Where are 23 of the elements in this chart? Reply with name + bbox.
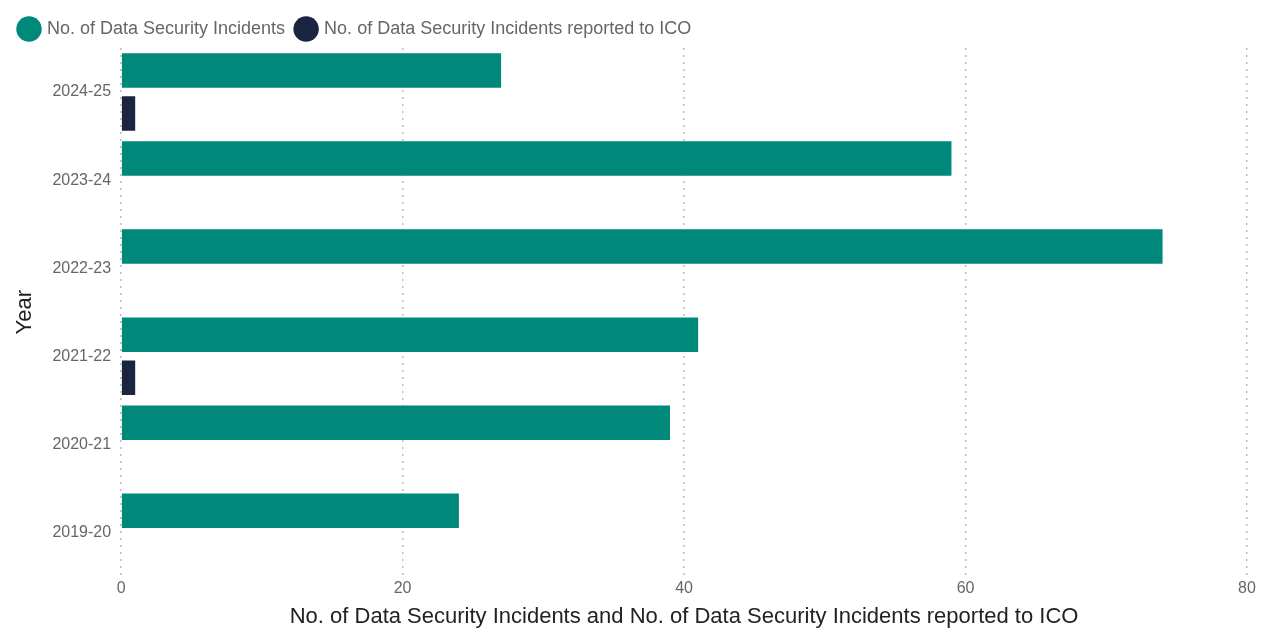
bar <box>121 53 502 88</box>
y-tick-label: 2019-20 <box>52 522 112 540</box>
y-tick-label: 2022-23 <box>52 258 112 276</box>
y-tick-label: 2023-24 <box>52 170 112 188</box>
y-tick-label: 2021-22 <box>52 346 112 364</box>
y-tick-label: 2020-21 <box>52 434 112 452</box>
bar <box>121 493 459 529</box>
bar <box>121 360 136 396</box>
bar <box>121 405 670 440</box>
legend-label: No. of Data Security Incidents <box>47 17 286 38</box>
x-tick-label: 60 <box>956 579 975 597</box>
x-tick-label: 40 <box>675 579 694 597</box>
x-tick-label: 20 <box>393 579 412 597</box>
y-axis-title: Year <box>11 289 37 335</box>
legend-label: No. of Data Security Incidents reported to ICO <box>324 17 692 38</box>
bar <box>121 96 136 131</box>
x-tick-label: 0 <box>116 579 126 597</box>
x-axis-title: No. of Data Security Incidents and No. of Data Security Incidents reported to ICO <box>289 602 1079 628</box>
bar <box>121 229 1163 264</box>
bar <box>121 141 952 176</box>
x-tick-label: 80 <box>1238 579 1256 597</box>
y-tick-label: 2024-25 <box>52 82 112 100</box>
bar <box>121 317 699 352</box>
